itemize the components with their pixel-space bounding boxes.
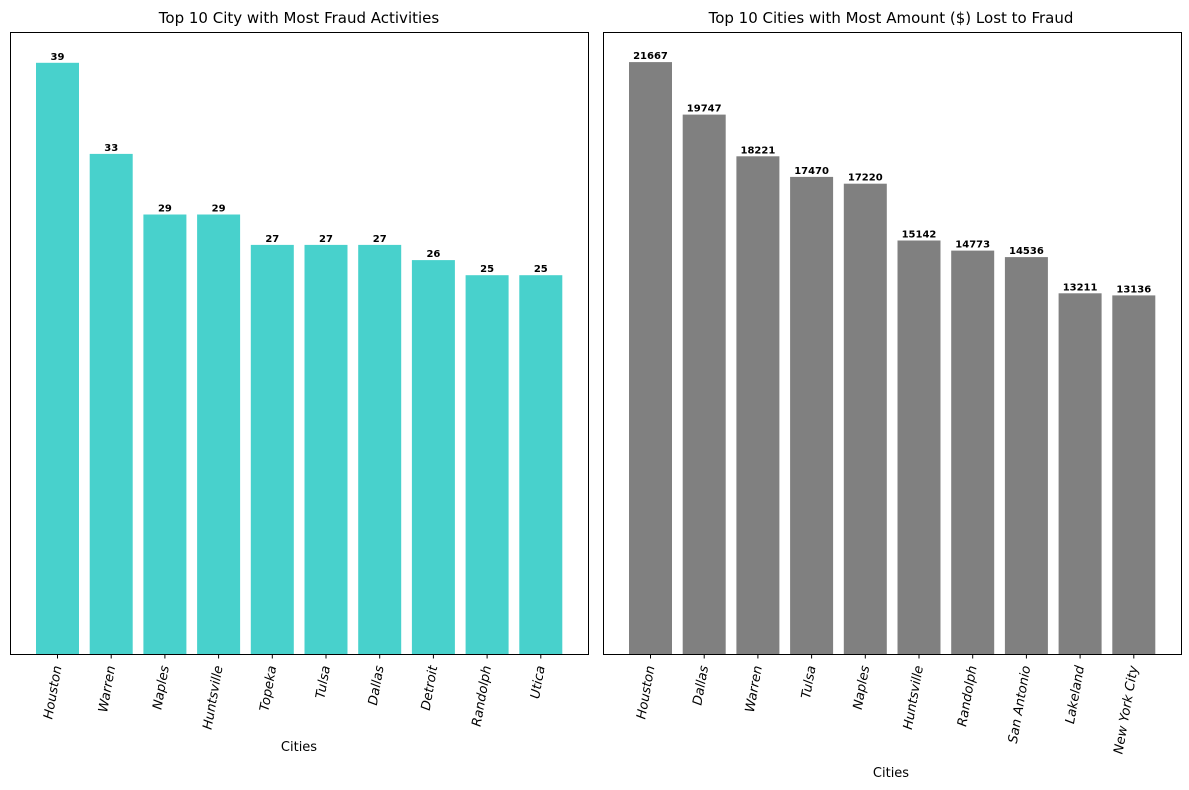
bar-detroit bbox=[411, 260, 455, 655]
bar-warren bbox=[736, 156, 780, 655]
bar-houston bbox=[36, 62, 79, 655]
data-label: 25 bbox=[480, 264, 494, 275]
bar-san-antonio bbox=[1004, 257, 1048, 655]
chart-title: Top 10 Cities with Most Amount ($) Lost … bbox=[708, 9, 1074, 27]
tick-label: Tulsa bbox=[313, 665, 334, 700]
bar-naples bbox=[143, 214, 187, 655]
tick-label: Randolph bbox=[470, 665, 495, 728]
data-label: 17470 bbox=[794, 166, 829, 177]
tick-label: Naples bbox=[851, 664, 874, 710]
data-label: 27 bbox=[319, 234, 333, 245]
plot-frame bbox=[603, 32, 1182, 655]
data-label: 13211 bbox=[1063, 282, 1098, 293]
data-label: 25 bbox=[534, 264, 548, 275]
tick-label: Houston bbox=[41, 665, 65, 721]
bar-naples bbox=[843, 183, 887, 655]
bar-randolph bbox=[951, 250, 995, 655]
tick-label: Houston bbox=[634, 665, 658, 721]
data-label: 13136 bbox=[1116, 284, 1151, 295]
data-label: 39 bbox=[51, 52, 65, 63]
tick-label: Naples bbox=[150, 664, 173, 710]
tick-label: Tulsa bbox=[799, 665, 820, 700]
tick-label: Dallas bbox=[690, 664, 712, 706]
tick-label: Warren bbox=[96, 665, 119, 714]
chart-title: Top 10 City with Most Fraud Activities bbox=[158, 9, 440, 27]
tick-label: Detroit bbox=[419, 664, 442, 712]
data-label: 26 bbox=[426, 249, 440, 260]
bar-tulsa bbox=[790, 176, 834, 655]
tick-label: Huntsville bbox=[901, 665, 927, 731]
bar-houston bbox=[629, 62, 672, 655]
data-label: 21667 bbox=[633, 51, 668, 62]
tick-label: Warren bbox=[743, 665, 766, 714]
data-label: 18221 bbox=[741, 145, 776, 156]
tick-label: Topeka bbox=[257, 665, 280, 713]
bar-huntsville bbox=[197, 214, 241, 655]
data-label: 19747 bbox=[687, 104, 722, 115]
data-label: 27 bbox=[373, 234, 387, 245]
data-label: 14773 bbox=[955, 240, 990, 251]
bar-lakeland bbox=[1058, 293, 1102, 655]
tick-label: Huntsville bbox=[201, 665, 227, 731]
data-label: 33 bbox=[104, 143, 118, 154]
tick-label: San Antonio bbox=[1006, 665, 1034, 745]
bar-new-york-city bbox=[1112, 295, 1156, 655]
data-label: 17220 bbox=[848, 173, 883, 184]
data-label: 27 bbox=[265, 234, 279, 245]
tick-label: Randolph bbox=[955, 665, 980, 728]
chart-amount-lost: Top 10 Cities with Most Amount ($) Lost … bbox=[603, 9, 1182, 781]
chart-fraud-activities: Top 10 City with Most Fraud Activities 3… bbox=[10, 9, 589, 755]
plot-frame bbox=[10, 32, 589, 655]
bar-tulsa bbox=[304, 244, 348, 655]
bar-utica bbox=[519, 275, 563, 655]
x-axis-label: Cities bbox=[873, 766, 909, 781]
data-label: 29 bbox=[212, 204, 226, 215]
bar-warren bbox=[89, 153, 133, 655]
x-axis-label: Cities bbox=[281, 740, 317, 755]
bar-randolph bbox=[465, 275, 509, 655]
bar-dallas bbox=[358, 244, 402, 655]
data-label: 15142 bbox=[902, 230, 937, 241]
tick-label: Dallas bbox=[366, 664, 388, 706]
tick-label: Lakeland bbox=[1063, 664, 1088, 725]
bar-dallas bbox=[682, 114, 726, 655]
bar-huntsville bbox=[897, 240, 941, 655]
bar-topeka bbox=[250, 244, 294, 655]
data-label: 14536 bbox=[1009, 246, 1044, 257]
tick-label: New York City bbox=[1111, 664, 1141, 755]
tick-label: Utica bbox=[528, 665, 549, 700]
data-label: 29 bbox=[158, 204, 172, 215]
